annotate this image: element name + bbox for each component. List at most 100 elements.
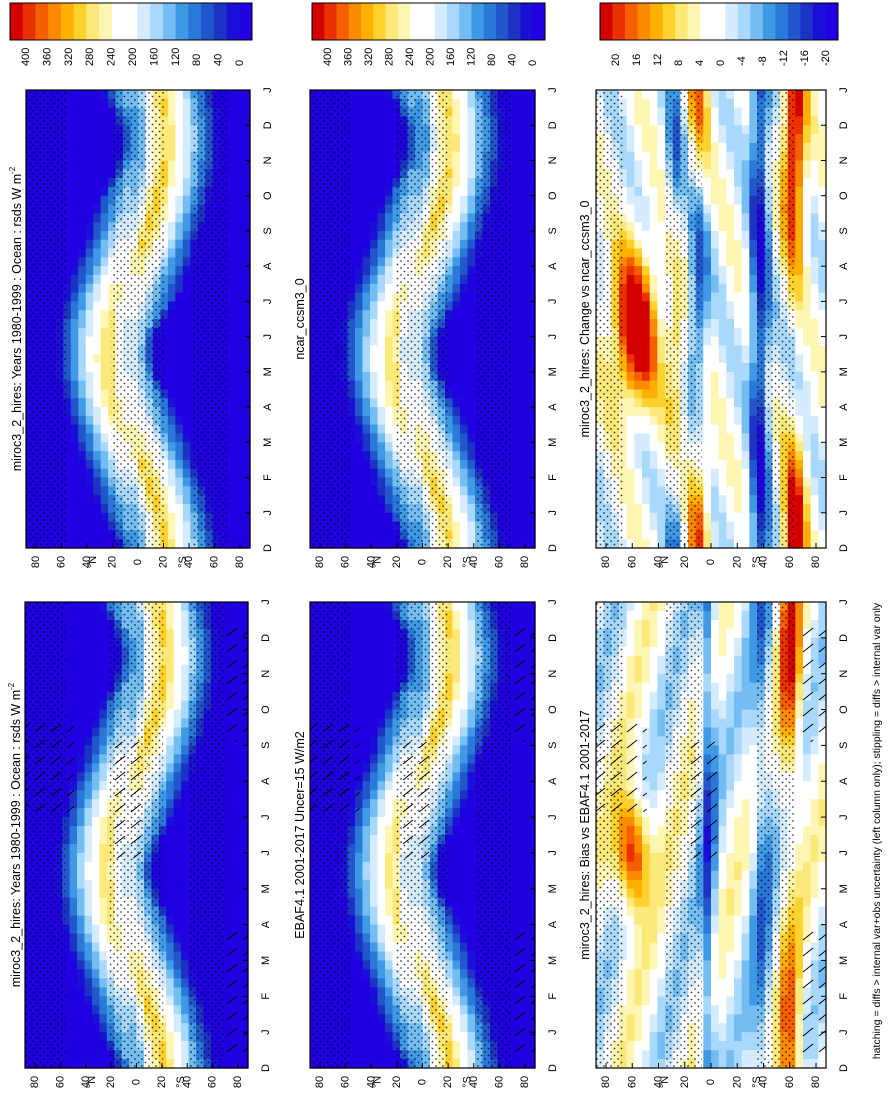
heatmap-cell [362, 942, 371, 953]
heatmap-cell [78, 354, 87, 364]
heatmap-cell [78, 503, 87, 514]
heatmap-cell [100, 283, 109, 294]
heatmap-cell [175, 415, 184, 426]
heatmap-cell [69, 1041, 78, 1051]
heatmap-cell [100, 160, 109, 170]
heatmap-cell [99, 628, 108, 639]
heatmap-cell [166, 655, 175, 666]
heatmap-cell [362, 996, 371, 1006]
heatmap-cell [84, 709, 93, 720]
heatmap-cell [70, 283, 79, 294]
heatmap-cell [512, 763, 521, 773]
heatmap-cell [85, 142, 94, 153]
heatmap-cell [84, 942, 93, 953]
stipple-region [26, 90, 67, 548]
heatmap-cell [347, 852, 356, 863]
heatmap-cell [100, 134, 109, 144]
heatmap-cell [85, 274, 94, 285]
heatmap-cell [460, 1005, 469, 1015]
heatmap-cell [355, 602, 364, 612]
heatmap-cell [77, 933, 86, 944]
colorbar-swatch [86, 3, 100, 40]
heatmap-cell [85, 222, 94, 232]
heatmap-cell [69, 1014, 78, 1024]
heatmap-cell [175, 248, 184, 258]
heatmap-cell [100, 415, 109, 426]
heatmap-cell [235, 415, 244, 426]
heatmap-cell [240, 790, 249, 800]
heatmap-cell [70, 451, 79, 461]
heatmap-cell [93, 327, 102, 338]
heatmap-cell [100, 363, 109, 373]
heatmap-cell [175, 142, 184, 153]
heatmap-cell [362, 754, 371, 764]
heatmap-cell [233, 843, 242, 854]
heatmap-cell [377, 610, 386, 621]
heatmap-cell [167, 142, 176, 153]
heatmap-cell [181, 637, 190, 648]
heatmap-cell [63, 363, 72, 373]
heatmap-cell [242, 213, 251, 223]
heatmap-cell [377, 745, 386, 755]
heatmap-cell [84, 655, 93, 666]
heatmap-cell [99, 772, 108, 782]
heatmap-cell [225, 870, 234, 881]
heatmap-cell [460, 745, 469, 755]
heatmap-cell [93, 389, 102, 399]
heatmap-cell [173, 817, 182, 827]
heatmap-cell [527, 90, 536, 100]
latitude-tick-label: 60 [54, 1076, 66, 1088]
heatmap-cell [225, 619, 234, 630]
heatmap-cell [467, 924, 476, 935]
heatmap-cell [69, 924, 78, 935]
heatmap-cell [452, 817, 461, 827]
heatmap-cell [370, 691, 379, 702]
month-tick-label: M [260, 884, 272, 893]
heatmap-cell [85, 468, 94, 479]
heatmap-cell [460, 978, 469, 988]
stipple-region [310, 602, 351, 1068]
hemisphere-label: °S [462, 1076, 474, 1088]
heatmap-cell [181, 826, 190, 836]
heatmap-cell [227, 248, 236, 258]
heatmap-cell [63, 503, 72, 514]
heatmap-cell [63, 442, 72, 452]
heatmap-cell [91, 718, 100, 729]
heatmap-cell [240, 843, 249, 854]
heatmap-cell [181, 843, 190, 854]
heatmap-cell [227, 230, 236, 241]
heatmap-cell [100, 257, 109, 267]
heatmap-cell [347, 1059, 356, 1069]
heatmap-cell [377, 1032, 386, 1042]
heatmap-cell [69, 888, 78, 899]
heatmap-cell [452, 90, 461, 100]
heatmap-cell [93, 407, 102, 417]
heatmap-cell [70, 468, 79, 479]
heatmap-cell [512, 610, 521, 621]
heatmap-cell [467, 90, 476, 100]
heatmap-cell [370, 826, 379, 836]
heatmap-cell [99, 619, 108, 630]
heatmap-cell [91, 978, 100, 988]
heatmap-cell [240, 1059, 249, 1069]
heatmap-cell [377, 602, 386, 612]
heatmap-cell [460, 700, 469, 711]
heatmap-cell [362, 826, 371, 836]
heatmap-cell [85, 266, 94, 276]
heatmap-cell [166, 646, 175, 657]
heatmap-cell [181, 852, 190, 863]
heatmap-cell [77, 835, 86, 845]
heatmap-cell [355, 888, 364, 899]
heatmap-cell [62, 602, 71, 612]
heatmap-cell [233, 906, 242, 917]
heatmap-cell [385, 799, 394, 809]
heatmap-cell [63, 345, 72, 355]
heatmap-cell [242, 274, 251, 285]
heatmap-cell [69, 826, 78, 836]
heatmap-cell [173, 619, 182, 630]
month-tick-label: J [547, 850, 559, 856]
heatmap-cell [520, 90, 529, 100]
latitude-tick-label: 40 [80, 1076, 92, 1088]
heatmap-cell [173, 987, 182, 997]
colorbar-label: 0 [234, 60, 246, 66]
